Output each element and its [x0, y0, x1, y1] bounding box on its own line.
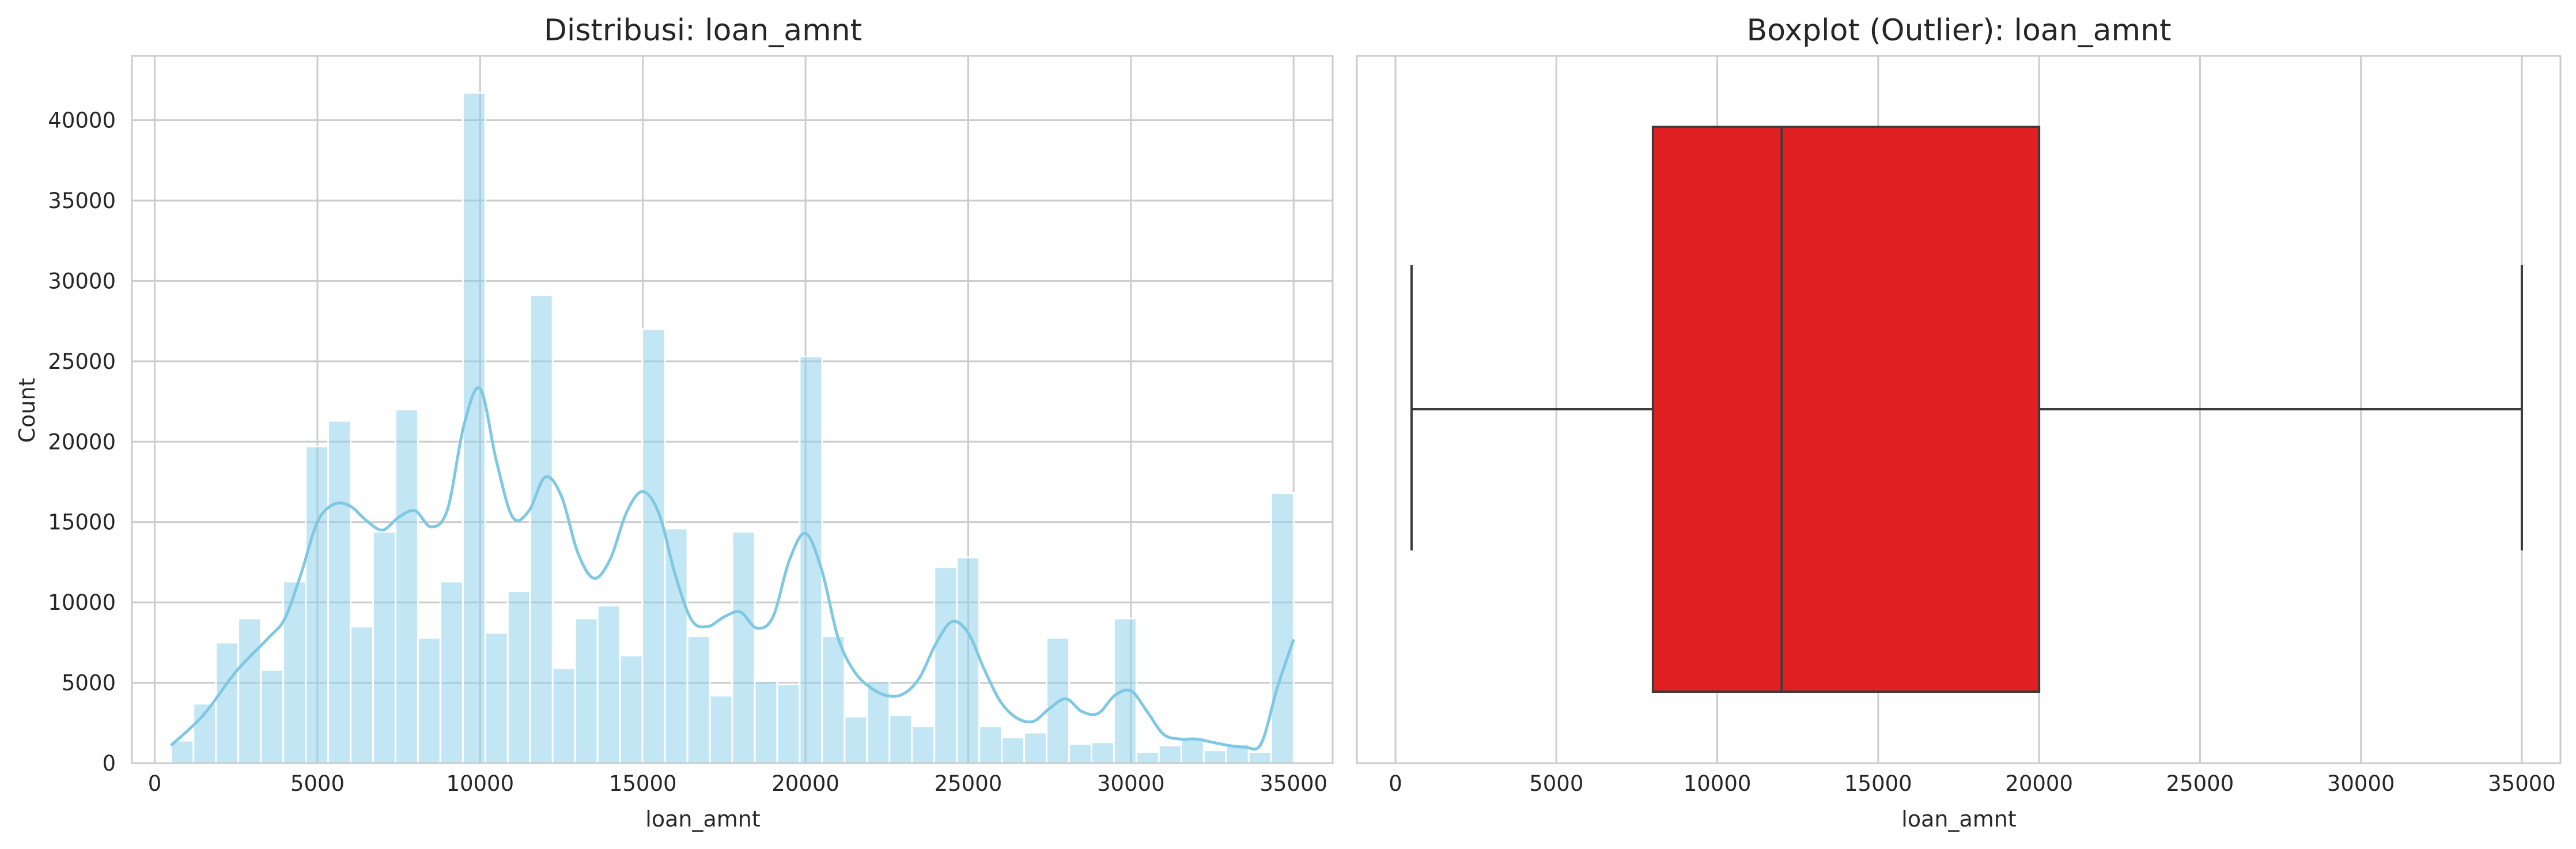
histogram-bar: [686, 635, 711, 764]
boxplot-x-tick-label: 20000: [2005, 771, 2073, 796]
histogram-bar: [1091, 741, 1115, 764]
histogram-bar: [282, 580, 307, 764]
boxplot-x-tick-label: 30000: [2327, 771, 2395, 796]
histogram-bar: [933, 566, 958, 764]
histogram-bar: [327, 420, 352, 764]
histogram-title: Distribusi: loan_amnt: [544, 13, 862, 48]
histogram-y-tick-label: 25000: [48, 349, 116, 374]
histogram-bar: [1068, 743, 1093, 764]
histogram-bar: [439, 580, 464, 764]
histogram-bar: [551, 667, 576, 764]
histogram-x-tick-label: 0: [148, 771, 162, 796]
boxplot-frame: [1356, 55, 2562, 764]
histogram-bar: [1158, 744, 1182, 764]
histogram-bar: [1270, 492, 1295, 764]
boxplot-x-tick-label: 10000: [1684, 771, 1752, 796]
histogram-bar: [1180, 736, 1205, 764]
histogram-x-tick-label: 5000: [290, 771, 345, 796]
boxplot-x-ticks: 0 5000 10000 15000 20000 25000 30000 35000: [1389, 771, 2556, 796]
histogram-bar: [1202, 749, 1227, 764]
histogram-bar: [1001, 736, 1026, 764]
histogram-bar: [1247, 750, 1272, 764]
histogram-bar: [1023, 731, 1048, 764]
histogram-bar: [641, 328, 666, 764]
histogram-x-tick-label: 15000: [609, 771, 677, 796]
histogram-bar: [619, 654, 644, 764]
histogram-bar: [888, 714, 913, 764]
histogram-y-tick-label: 40000: [48, 108, 116, 133]
boxplot-title: Boxplot (Outlier): loan_amnt: [1747, 13, 2172, 48]
histogram-x-tick-label: 10000: [446, 771, 514, 796]
histogram-bar: [1135, 750, 1160, 764]
histogram-x-tick-label: 35000: [1259, 771, 1327, 796]
histogram-y-tick-label: 30000: [48, 269, 116, 293]
boxplot-x-tick-label: 35000: [2488, 771, 2556, 796]
histogram-bar: [237, 617, 262, 764]
histogram-y-tick-label: 20000: [48, 429, 116, 454]
histogram-bar: [978, 725, 1003, 764]
histogram-bar: [574, 617, 599, 764]
histogram-y-axis-label: Count: [14, 378, 40, 443]
boxplot-x-tick-label: 25000: [2166, 771, 2234, 796]
histogram-bar: [417, 636, 441, 764]
histogram-x-axis-label: loan_amnt: [645, 806, 760, 832]
histogram-bar: [462, 92, 486, 764]
histogram-x-tick-label: 25000: [935, 771, 1003, 796]
histogram-bar: [215, 642, 240, 764]
histogram-bar: [596, 605, 621, 764]
histogram-bar: [843, 715, 868, 764]
histogram-bar: [664, 527, 689, 764]
histogram-bar: [305, 446, 330, 764]
histogram-bar: [754, 680, 778, 764]
histogram-y-tick-label: 35000: [48, 188, 116, 213]
histogram-bar: [709, 695, 733, 764]
histogram-x-tick-label: 30000: [1097, 771, 1165, 796]
boxplot-box: [1651, 126, 2041, 693]
histogram-kde-line: [170, 386, 1295, 751]
histogram-bar: [956, 556, 981, 764]
histogram-bar: [529, 295, 554, 764]
histogram-x-ticks: 0 5000 10000 15000 20000 25000 30000 35000: [148, 771, 1327, 796]
histogram-bar: [372, 530, 396, 764]
boxplot-panel: Boxplot (Outlier): loan_amnt 0 5000 10000 1…: [1356, 13, 2562, 832]
histogram-bar: [776, 683, 801, 764]
histogram-y-tick-label: 15000: [48, 510, 116, 535]
histogram-frame: [131, 55, 1334, 764]
boxplot-x-tick-label: 15000: [1844, 771, 1912, 796]
histogram-y-ticks: 0 5000 10000 15000 20000 25000 30000 35000 40000: [48, 108, 116, 776]
histogram-bar: [350, 625, 374, 764]
histogram-panel: Distribusi: loan_amnt 0 5000 10000 15000 200…: [14, 13, 1334, 832]
histogram-bars: [170, 92, 1295, 764]
histogram-y-tick-label: 0: [102, 751, 116, 776]
histogram-bar: [911, 725, 936, 764]
histogram-bar: [506, 590, 531, 764]
boxplot-x-tick-label: 0: [1389, 771, 1402, 796]
histogram-bar: [821, 635, 846, 764]
histogram-x-tick-label: 20000: [771, 771, 839, 796]
histogram-bar: [484, 632, 509, 764]
histogram-bar: [731, 530, 756, 764]
histogram-y-tick-label: 10000: [48, 590, 116, 615]
histogram-y-tick-label: 5000: [62, 671, 116, 696]
boxplot-x-axis-label: loan_amnt: [1901, 806, 2016, 832]
histogram-bar: [260, 669, 285, 764]
histogram-bar: [394, 409, 419, 764]
boxplot-x-tick-label: 5000: [1529, 771, 1583, 796]
